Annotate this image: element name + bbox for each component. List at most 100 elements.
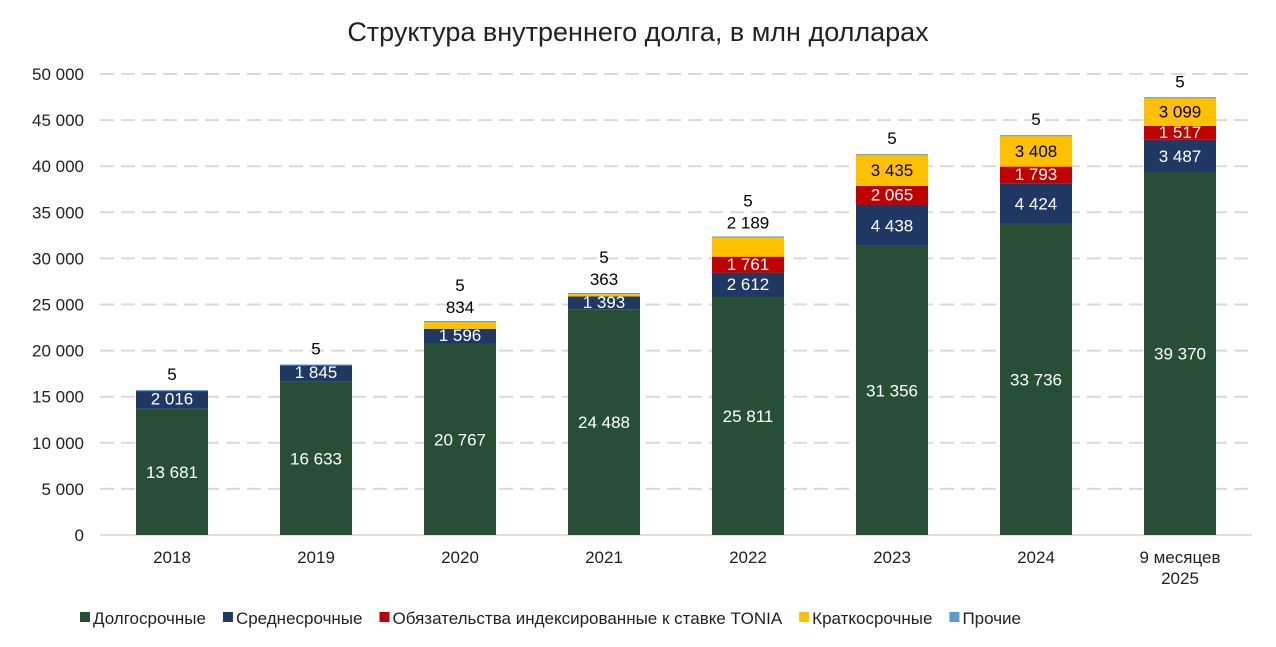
legend-label: Прочие — [962, 609, 1021, 628]
bar-segment — [136, 390, 208, 392]
data-label: 1 793 — [1015, 165, 1058, 184]
data-label: 2 065 — [871, 185, 914, 204]
legend-swatch — [80, 612, 90, 622]
data-label: 2 189 — [727, 213, 770, 232]
bar-segment — [1000, 223, 1072, 535]
data-label: 1 845 — [295, 363, 338, 382]
y-tick-label: 0 — [75, 526, 84, 545]
bar-segment — [1000, 183, 1072, 224]
y-tick-label: 15 000 — [32, 388, 84, 407]
x-tick-label: 2023 — [873, 548, 911, 567]
data-label: 3 487 — [1159, 147, 1202, 166]
bar-segment — [568, 309, 640, 535]
data-label: 5 — [167, 365, 176, 384]
bar-segment — [424, 343, 496, 535]
bar-segment — [568, 296, 640, 310]
bar-segment — [856, 154, 928, 156]
y-tick-label: 30 000 — [32, 249, 84, 268]
legend-item: Краткосрочные — [799, 609, 932, 628]
bar-segment — [1000, 135, 1072, 167]
legend-swatch — [949, 612, 960, 622]
data-label: 5 — [887, 129, 896, 148]
bar-segment — [424, 321, 496, 329]
bar-segment — [1144, 97, 1216, 99]
legend-item: Долгосрочные — [80, 609, 206, 628]
chart-title: Структура внутреннего долга, в млн долла… — [347, 17, 929, 47]
bar-segment — [1144, 125, 1216, 140]
legend-label: Среднесрочные — [236, 609, 363, 628]
bar-segment — [856, 154, 928, 186]
bar-segment — [1000, 135, 1072, 137]
bar-segment — [280, 381, 352, 535]
bar-segment — [1144, 139, 1216, 173]
legend-label: Обязательства индексированные к ставке T… — [392, 609, 782, 628]
x-tick-label: 2020 — [441, 548, 479, 567]
legend-label: Долгосрочные — [93, 609, 206, 628]
bar-segment — [136, 408, 208, 535]
data-label: 5 — [455, 276, 464, 295]
data-label: 16 633 — [290, 449, 342, 468]
data-label: 5 — [1175, 72, 1184, 91]
y-tick-label: 25 000 — [32, 296, 84, 315]
data-label: 5 — [599, 248, 608, 267]
bar-segment — [1144, 172, 1216, 535]
data-label: 4 424 — [1015, 195, 1058, 214]
bar-segment — [712, 236, 784, 238]
data-label: 39 370 — [1154, 345, 1206, 364]
legend-swatch — [379, 612, 390, 622]
x-tick-label: 2024 — [1017, 548, 1055, 567]
data-label: 5 — [311, 340, 320, 359]
data-label: 3 408 — [1015, 142, 1058, 161]
data-label: 2 612 — [727, 275, 770, 294]
bar-segment — [712, 256, 784, 273]
data-label: 3 435 — [871, 161, 914, 180]
data-label: 1 761 — [727, 255, 770, 274]
x-tick-label: 2025 — [1161, 569, 1199, 588]
data-label: 2 016 — [151, 390, 194, 409]
bar-segment — [1000, 166, 1072, 184]
data-label: 363 — [590, 270, 618, 289]
y-tick-label: 45 000 — [32, 111, 84, 130]
data-label: 834 — [446, 298, 474, 317]
data-label: 3 099 — [1159, 103, 1202, 122]
legend-swatch — [222, 612, 233, 622]
bar-segment — [856, 245, 928, 535]
data-label: 1 517 — [1159, 123, 1202, 142]
bar-segment — [1144, 97, 1216, 126]
bar-segment — [568, 292, 640, 294]
y-tick-label: 40 000 — [32, 157, 84, 176]
bar-segment — [568, 293, 640, 297]
y-tick-label: 35 000 — [32, 203, 84, 222]
bar-segment — [280, 364, 352, 382]
x-tick-label: 2022 — [729, 548, 767, 567]
data-label: 20 767 — [434, 430, 486, 449]
data-label: 4 438 — [871, 216, 914, 235]
x-tick-label: 2018 — [153, 548, 191, 567]
data-label: 24 488 — [578, 413, 630, 432]
y-tick-label: 5 000 — [41, 480, 84, 499]
y-tick-label: 10 000 — [32, 434, 84, 453]
x-tick-label: 9 месяцев — [1139, 548, 1220, 567]
data-label: 1 393 — [583, 293, 626, 312]
data-label: 25 811 — [723, 407, 774, 426]
bar-segment — [424, 321, 496, 323]
bar-segment — [136, 390, 208, 409]
bar-segment — [424, 328, 496, 344]
bar-segment — [712, 272, 784, 298]
data-label: 33 736 — [1010, 370, 1062, 389]
bar-segment — [280, 364, 352, 366]
legend-label: Краткосрочные — [812, 609, 932, 628]
data-label: 1 596 — [439, 326, 482, 345]
legend-item: Среднесрочные — [222, 609, 363, 628]
y-tick-label: 50 000 — [32, 65, 84, 84]
x-tick-label: 2021 — [585, 548, 623, 567]
legend-item: Обязательства индексированные к ставке T… — [379, 609, 783, 628]
data-label: 5 — [743, 191, 752, 210]
data-label: 31 356 — [866, 381, 918, 400]
y-tick-label: 20 000 — [32, 342, 84, 361]
bar-segment — [856, 204, 928, 246]
bar-segment — [712, 297, 784, 535]
x-tick-label: 2019 — [297, 548, 335, 567]
data-label: 13 681 — [146, 463, 198, 482]
